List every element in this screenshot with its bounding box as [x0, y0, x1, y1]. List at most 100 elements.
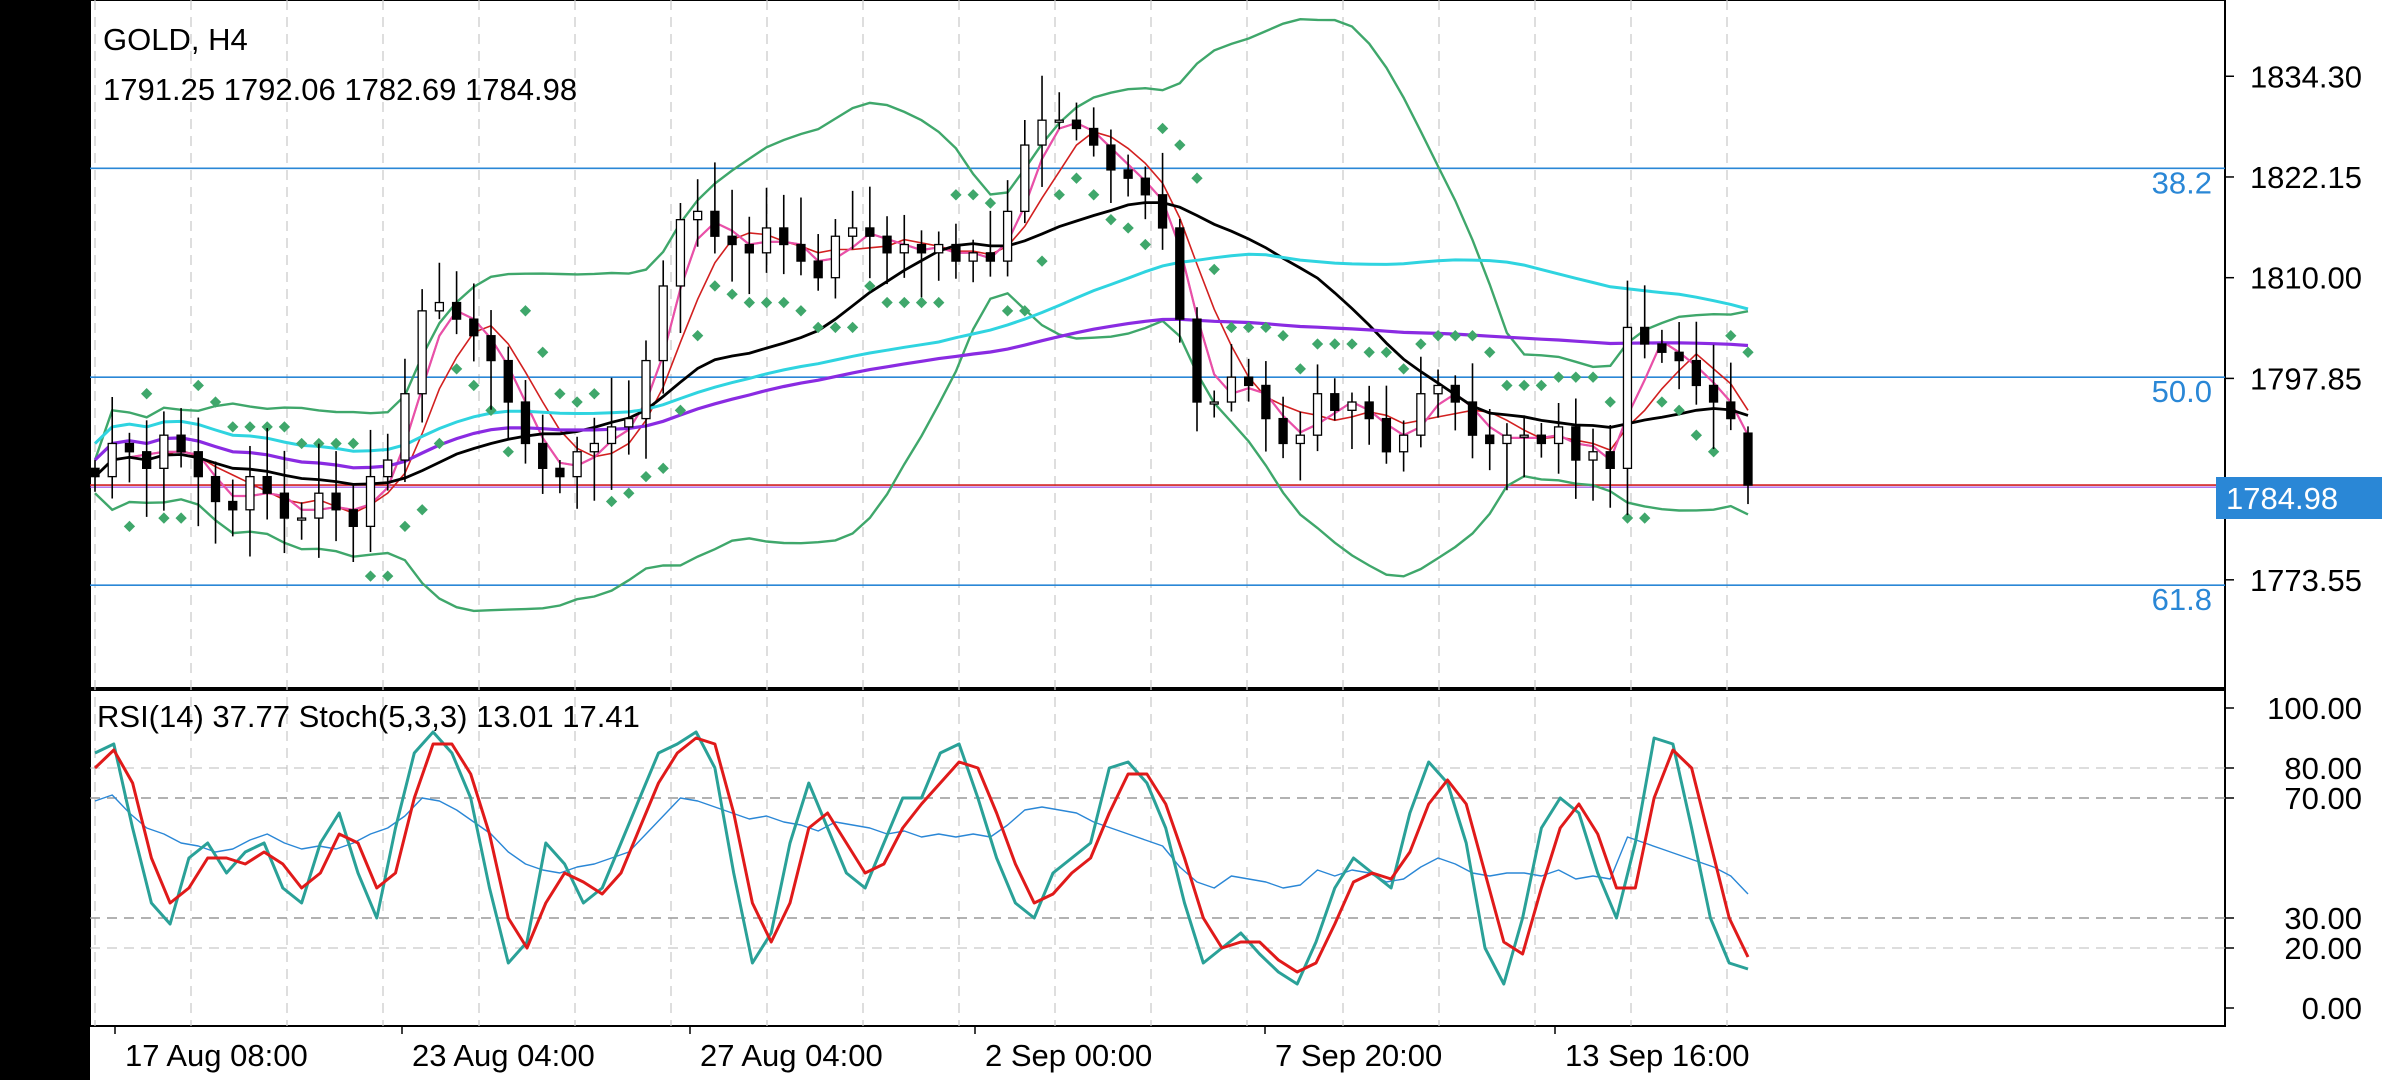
fib-label: 61.8 — [2152, 582, 2212, 617]
price-axis-label: 1773.55 — [2250, 563, 2362, 598]
candle-bullish — [434, 301, 445, 312]
candle-bullish — [417, 310, 427, 395]
sar-dot — [1070, 172, 1083, 184]
candle-bearish — [1640, 326, 1650, 345]
sar-dot — [1690, 429, 1703, 441]
sar-dot — [416, 504, 428, 516]
sar-dot — [778, 296, 790, 309]
candle-bearish — [1278, 417, 1288, 445]
oscillator-lines — [93, 730, 1750, 986]
oscillator-axis-label: 80.00 — [2284, 751, 2362, 786]
sar-dot — [692, 330, 704, 342]
candle-bullish — [934, 243, 944, 254]
candle-bearish — [1381, 417, 1392, 453]
fibonacci-lines: 38.2 50.0 61.8 — [90, 165, 2225, 617]
sar-dot — [1277, 330, 1289, 342]
oscillator-panel-frame — [89, 689, 2226, 1027]
ma-purple — [93, 317, 1749, 470]
candle-bearish — [1691, 359, 1701, 387]
candle-bearish — [451, 301, 462, 320]
grid — [90, 0, 2225, 1026]
candle-bearish — [1330, 393, 1340, 411]
sar-dot — [554, 388, 566, 400]
sar-dot — [1260, 321, 1272, 334]
ma-red — [94, 130, 1749, 514]
sar-dot — [760, 296, 773, 309]
parabolic-sar — [123, 122, 1754, 582]
sar-dot — [278, 421, 291, 433]
candle-bearish — [176, 434, 186, 453]
candle-bearish — [1192, 318, 1202, 403]
candle-bearish — [1726, 401, 1736, 420]
candle-bearish — [1571, 426, 1581, 461]
candle-bearish — [1123, 169, 1133, 179]
price-axis-label: 1797.85 — [2250, 361, 2362, 396]
candle-bullish — [1433, 384, 1443, 395]
sar-dot — [950, 189, 962, 201]
candle-bearish — [555, 467, 565, 478]
sar-dot — [227, 421, 239, 433]
candle-bullish — [1037, 119, 1047, 146]
sar-dot — [1656, 396, 1668, 408]
candle-bullish — [761, 227, 772, 254]
sar-dot — [1639, 512, 1651, 524]
candle-bullish — [1416, 393, 1426, 436]
sar-dot — [485, 404, 497, 416]
candle-bearish — [865, 227, 875, 237]
sar-dot — [743, 296, 755, 309]
candle-bullish — [1002, 210, 1013, 262]
candle-bearish — [985, 252, 996, 262]
candle-bullish — [296, 517, 307, 521]
ohlc-readout: 1791.25 1792.06 1782.69 1784.98 — [103, 72, 577, 107]
sar-dot — [450, 363, 463, 375]
candlesticks — [90, 75, 1753, 563]
stochastic-main-line — [94, 730, 1749, 986]
sar-dot — [1053, 189, 1065, 201]
sar-dot — [1294, 363, 1306, 375]
sar-dot — [1311, 338, 1324, 350]
candle-bearish — [1605, 451, 1615, 469]
candle-bearish — [1450, 384, 1460, 403]
candle-bullish — [107, 442, 117, 478]
sar-dot — [158, 512, 170, 524]
candle-bullish — [1519, 434, 1529, 438]
candle-bearish — [331, 492, 341, 511]
candle-bearish — [1674, 351, 1684, 362]
fib-label: 38.2 — [2152, 165, 2212, 200]
oscillator-axis-label: 20.00 — [2284, 931, 2362, 966]
candle-bearish — [348, 509, 358, 528]
sar-dot — [1621, 512, 1634, 524]
sar-dot — [347, 437, 359, 450]
candle-bullish — [1502, 434, 1512, 445]
sar-dot — [1346, 338, 1358, 350]
sar-dot — [537, 346, 549, 358]
candle-bullish — [1347, 401, 1357, 411]
sar-dot — [1208, 263, 1220, 276]
candle-bullish — [1312, 393, 1323, 436]
current-price-label: 1784.98 — [2226, 481, 2338, 516]
candle-bullish — [641, 359, 651, 420]
sar-dot — [898, 296, 910, 309]
sar-dot — [1036, 255, 1048, 267]
candle-bullish — [658, 285, 668, 362]
sar-dot — [175, 512, 187, 524]
candle-bullish — [365, 475, 376, 528]
sar-dot — [399, 520, 411, 533]
sar-dot — [330, 437, 342, 450]
candle-bearish — [1536, 434, 1547, 445]
time-axis-label: 2 Sep 00:00 — [985, 1038, 1152, 1073]
candle-bearish — [1364, 401, 1374, 420]
candle-bullish — [1020, 144, 1030, 213]
candle-bearish — [486, 335, 496, 362]
candle-bullish — [1209, 401, 1219, 405]
sar-dot — [915, 296, 928, 309]
candle-bearish — [1071, 119, 1082, 130]
sar-dot — [1449, 330, 1461, 342]
sar-dot — [1088, 189, 1100, 201]
candle-bullish — [400, 393, 410, 461]
sar-dot — [1518, 379, 1530, 392]
candle-bullish — [624, 417, 634, 428]
time-axis-label: 17 Aug 08:00 — [125, 1038, 308, 1073]
candle-bearish — [1708, 384, 1719, 403]
